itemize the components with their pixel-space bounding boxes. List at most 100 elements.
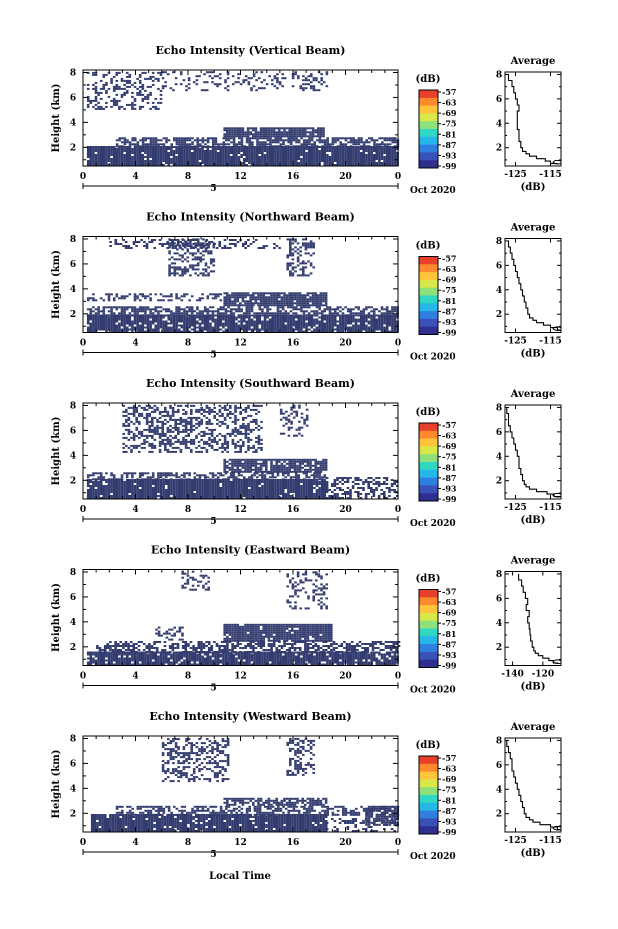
echo-cell — [180, 164, 184, 166]
echo-cell — [157, 481, 160, 483]
echo-cell — [266, 164, 269, 166]
echo-cell — [222, 316, 225, 319]
echo-cell — [207, 272, 210, 275]
echo-cell — [310, 139, 314, 142]
echo-cell — [253, 152, 256, 154]
echo-cell — [339, 324, 342, 327]
echo-cell — [99, 158, 103, 160]
echo-cell — [216, 483, 220, 485]
echo-cell — [222, 160, 225, 162]
echo-cell — [275, 131, 278, 134]
echo-cell — [388, 150, 392, 152]
echo-cell — [299, 246, 302, 249]
echo-cell — [256, 145, 259, 148]
echo-cell — [175, 493, 178, 495]
echo-cell — [133, 107, 137, 110]
echo-cell — [216, 316, 220, 319]
echo-cell — [385, 330, 389, 333]
echo-cell — [391, 308, 394, 311]
echo-cell — [229, 162, 233, 164]
echo-cell — [145, 247, 149, 249]
echo-cell — [198, 487, 202, 489]
echo-cell — [368, 137, 371, 140]
echo-cell — [312, 79, 316, 82]
echo-cell — [362, 148, 366, 150]
echo-cell — [133, 150, 137, 152]
x-tick-label: 20 — [339, 339, 352, 349]
echo-cell — [336, 150, 340, 152]
echo-cell — [293, 131, 297, 134]
profile-y-tick-label: 8 — [496, 237, 502, 247]
echo-cell — [146, 148, 150, 150]
echo-cell — [209, 137, 212, 140]
echo-cell — [120, 493, 124, 495]
echo-cell — [159, 326, 163, 329]
colorbar-unit: (dB) — [416, 241, 441, 252]
echo-cell — [102, 322, 106, 325]
echo-cell — [120, 310, 124, 313]
echo-cell — [138, 318, 142, 321]
echo-cell — [282, 141, 285, 144]
echo-cell — [183, 246, 187, 249]
echo-cell — [164, 495, 168, 497]
echo-cell — [349, 318, 353, 321]
echo-cell — [241, 133, 245, 136]
echo-cell — [154, 493, 158, 495]
echo-cell — [236, 304, 239, 307]
echo-cell — [339, 330, 342, 333]
echo-cell — [107, 314, 111, 317]
echo-cell — [331, 137, 335, 140]
echo-cell — [328, 314, 332, 317]
echo-cell — [120, 489, 124, 491]
echo-cell — [227, 497, 230, 499]
echo-cell — [144, 150, 147, 152]
echo-cell — [372, 156, 376, 158]
echo-cell — [180, 299, 184, 302]
echo-cell — [291, 242, 295, 245]
echo-cell — [99, 318, 103, 321]
echo-cell — [206, 139, 210, 142]
echo-cell — [128, 293, 132, 296]
echo-cell — [235, 495, 238, 497]
echo-cell — [198, 497, 202, 499]
echo-cell — [235, 487, 238, 489]
echo-cell — [218, 83, 222, 86]
echo-cell — [112, 85, 116, 88]
echo-cell — [318, 306, 321, 309]
echo-cell — [157, 152, 160, 154]
echo-cell — [128, 328, 132, 331]
echo-cell — [102, 493, 106, 495]
echo-cell — [214, 162, 217, 164]
echo-cell — [216, 148, 220, 150]
echo-cell — [175, 160, 178, 162]
echo-cell — [344, 139, 348, 142]
echo-cell — [271, 83, 274, 86]
echo-cell — [154, 495, 158, 497]
echo-cell — [287, 139, 290, 142]
echo-cell — [183, 497, 186, 499]
echo-cell — [266, 137, 270, 140]
echo-cell — [97, 310, 100, 313]
echo-cell — [190, 314, 194, 317]
colorbar-tick-label: -75 — [442, 285, 456, 295]
echo-cell — [240, 137, 244, 140]
echo-cell — [214, 158, 217, 160]
echo-cell — [313, 141, 316, 144]
echo-cell — [258, 489, 262, 491]
echo-cell — [320, 79, 323, 82]
echo-cell — [164, 497, 168, 499]
echo-cell — [380, 154, 384, 156]
colorbar-band — [419, 121, 438, 130]
echo-cell — [125, 295, 129, 298]
echo-cell — [136, 152, 139, 154]
echo-cell — [372, 322, 376, 325]
echo-cell — [370, 306, 373, 309]
echo-cell — [240, 479, 243, 481]
echo-cell — [284, 328, 288, 331]
echo-cell — [175, 326, 178, 329]
echo-cell — [357, 158, 360, 160]
echo-cell — [258, 158, 262, 160]
echo-cell — [105, 293, 108, 296]
echo-cell — [229, 326, 233, 329]
echo-cell — [232, 316, 236, 319]
